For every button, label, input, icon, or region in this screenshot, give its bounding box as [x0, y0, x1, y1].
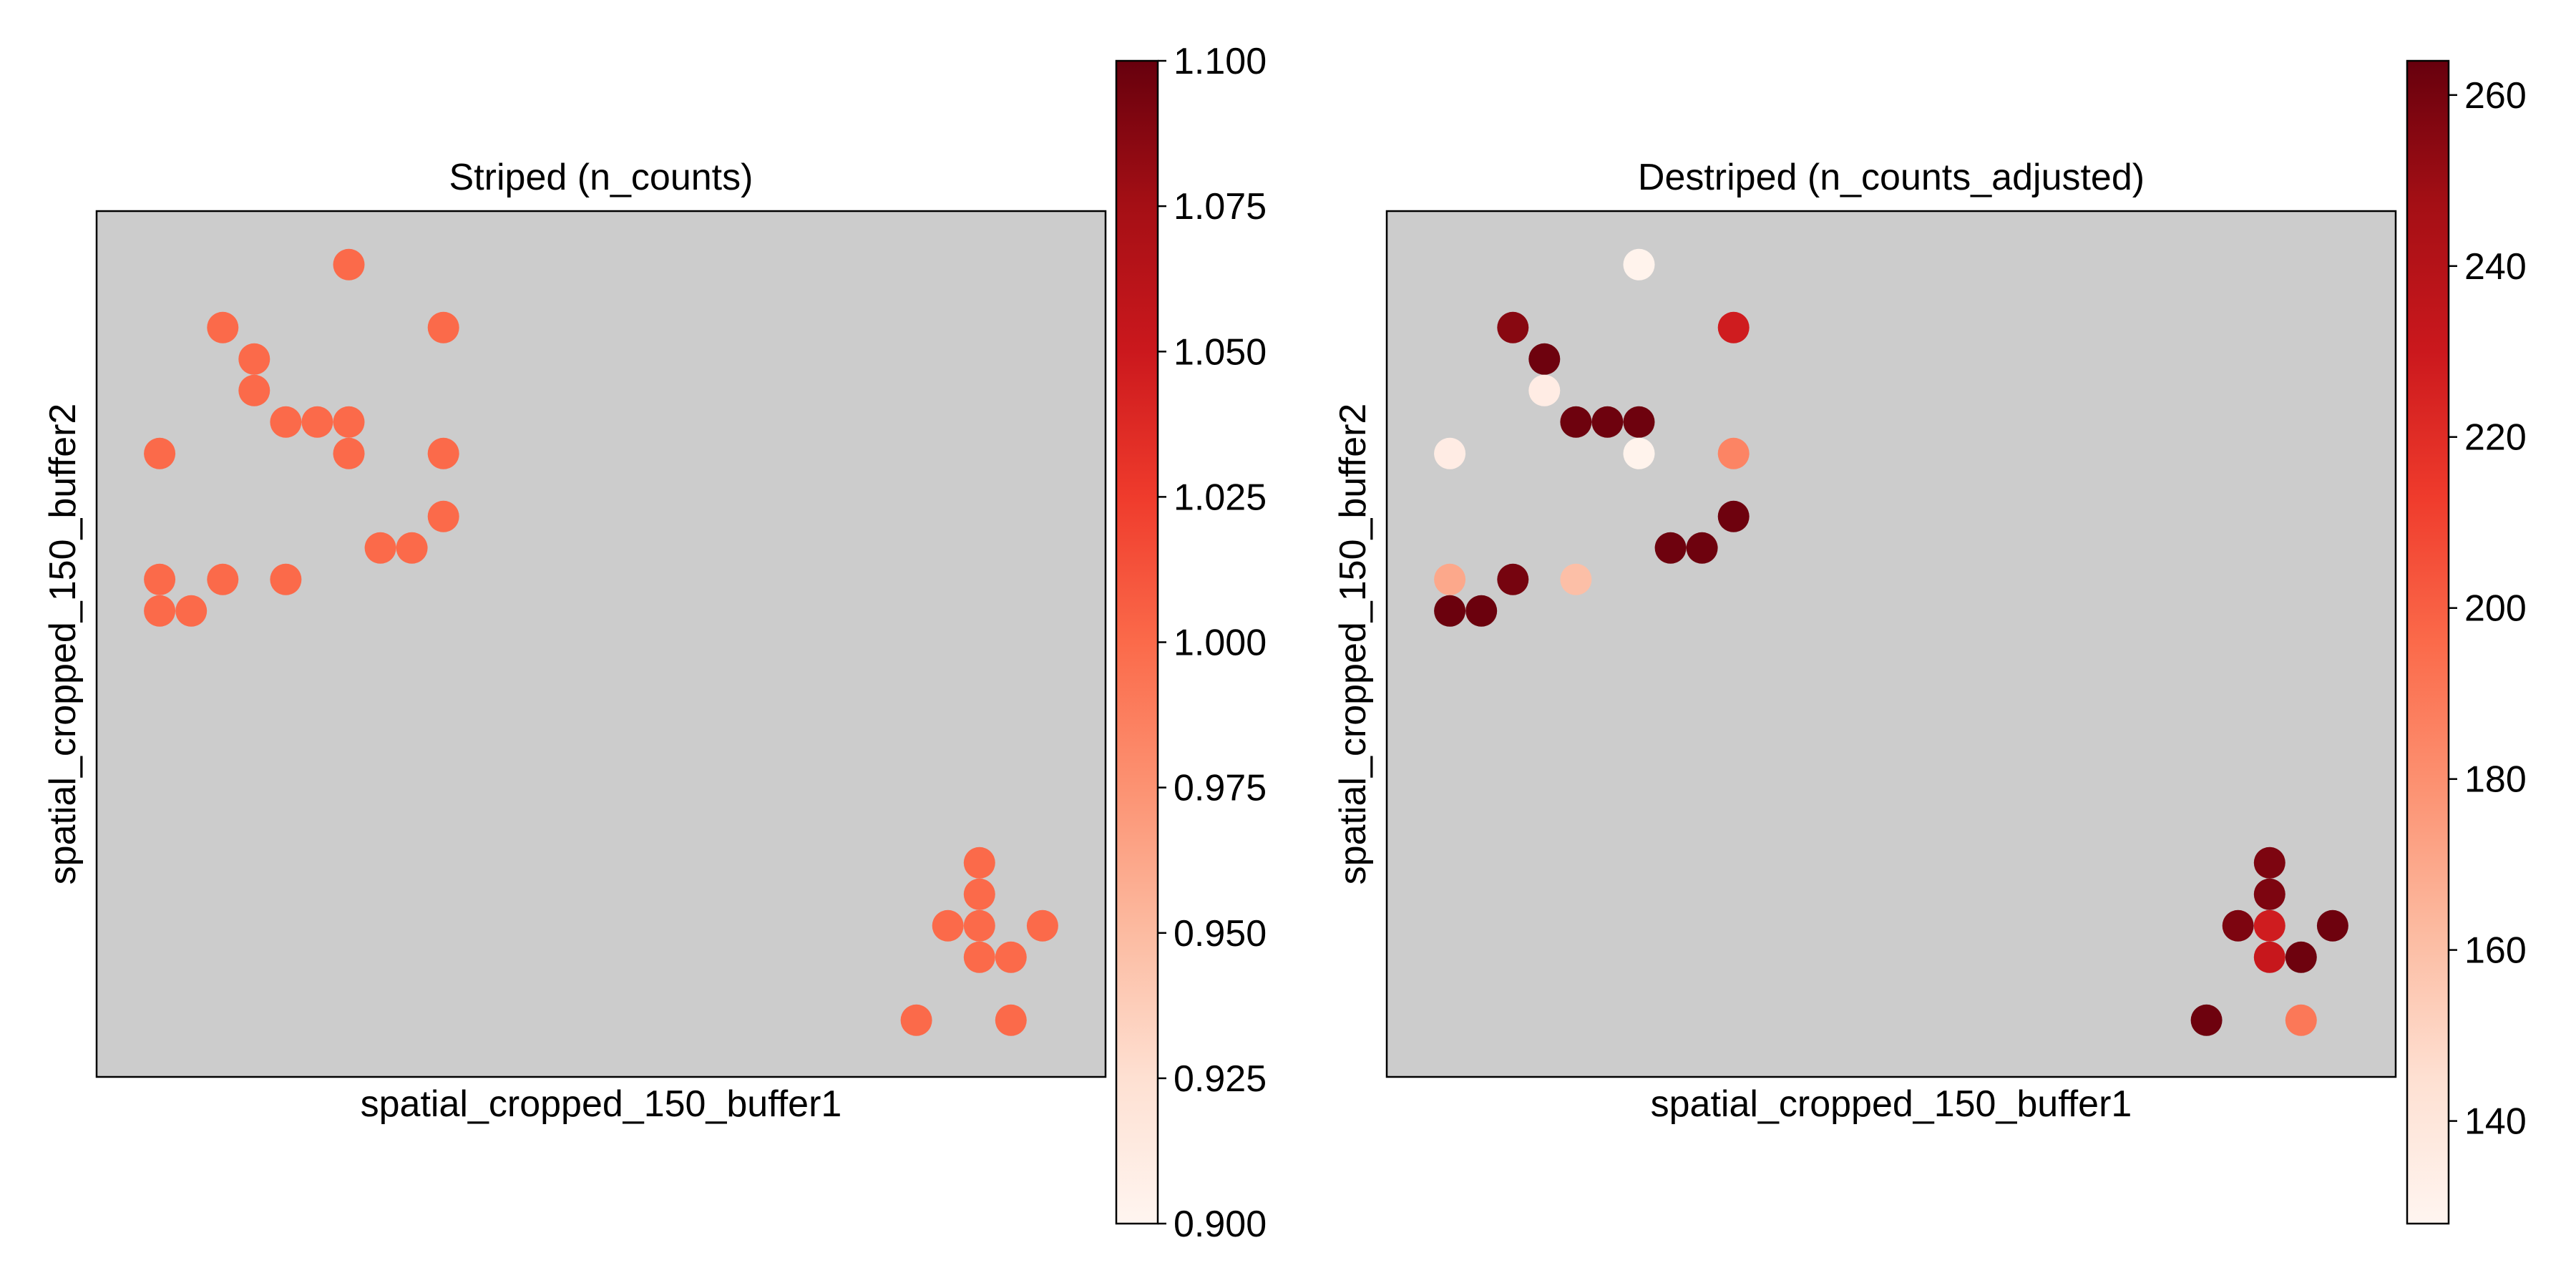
- colorbar-tick-label: 0.975: [1174, 768, 1267, 809]
- scatter-point-16: [1560, 563, 1592, 595]
- scatter-point-15: [1497, 563, 1529, 595]
- scatter-point-6: [1591, 406, 1624, 438]
- scatter-point-13: [396, 532, 428, 564]
- scatter-point-14: [144, 563, 176, 595]
- scatter-point-9: [333, 437, 365, 469]
- scatter-point-8: [144, 437, 176, 469]
- scatter-point-2: [427, 311, 459, 343]
- colorbar-tick-label: 1.100: [1174, 41, 1267, 82]
- y-axis-label: spatial_cropped_150_buffer2: [42, 404, 84, 885]
- scatter-point-7: [333, 406, 365, 438]
- scatter-point-16: [270, 563, 302, 595]
- colorbar-tick-label: 240: [2464, 246, 2527, 288]
- scatter-point-25: [995, 941, 1027, 973]
- panel-title: Destriped (n_counts_adjusted): [1638, 157, 2145, 198]
- colorbar-tick-label: 1.050: [1174, 331, 1267, 373]
- colorbar: [1115, 59, 1159, 1225]
- plot-area: [1385, 210, 2397, 1078]
- scatter-point-20: [2253, 878, 2285, 910]
- colorbar-tick-label: 0.925: [1174, 1058, 1267, 1100]
- scatter-point-26: [900, 1004, 932, 1036]
- scatter-point-25: [2285, 941, 2317, 973]
- colorbar-tick-label: 1.075: [1174, 186, 1267, 228]
- colorbar-tick-label: 260: [2464, 75, 2527, 117]
- scatter-point-21: [2222, 909, 2254, 942]
- scatter-point-7: [1623, 406, 1655, 438]
- scatter-point-17: [1434, 595, 1466, 627]
- plot-area: [95, 210, 1107, 1078]
- colorbar-tick-label: 0.900: [1174, 1204, 1267, 1245]
- scatter-point-21: [932, 909, 964, 942]
- scatter-point-22: [963, 909, 995, 942]
- scatter-point-0: [333, 248, 365, 280]
- scatter-point-14: [1434, 563, 1466, 595]
- panel-striped: Striped (n_counts) spatial_cropped_150_b…: [42, 41, 1267, 1245]
- scatter-point-19: [2253, 847, 2285, 879]
- scatter-point-5: [1560, 406, 1592, 438]
- scatter-point-24: [963, 941, 995, 973]
- scatter-point-12: [364, 532, 396, 564]
- scatter-point-2: [1717, 311, 1750, 343]
- scatter-point-12: [1654, 532, 1687, 564]
- scatter-point-3: [1528, 343, 1561, 375]
- colorbar-tick-label: 140: [2464, 1101, 2527, 1143]
- colorbar-tick-label: 200: [2464, 588, 2527, 630]
- colorbar-tick-label: 220: [2464, 417, 2527, 459]
- scatter-point-11: [427, 500, 459, 532]
- colorbar-tick-label: 1.025: [1174, 477, 1267, 518]
- scatter-point-9: [1623, 437, 1655, 469]
- scatter-point-27: [2285, 1004, 2317, 1036]
- scatter-point-18: [1465, 595, 1498, 627]
- colorbar-ticks: 140 160 180 200 220 240 260: [2449, 75, 2527, 1143]
- scatter-point-15: [207, 563, 239, 595]
- scatter-point-3: [238, 343, 270, 375]
- colorbar-tick-label: 180: [2464, 759, 2527, 801]
- scatter-point-19: [963, 847, 995, 879]
- scatter-point-4: [1528, 374, 1561, 406]
- colorbar-tick-label: 160: [2464, 930, 2527, 972]
- scatter-point-5: [270, 406, 302, 438]
- scatter-point-10: [1717, 437, 1750, 469]
- scatter-point-27: [995, 1004, 1027, 1036]
- scatter-point-8: [1434, 437, 1466, 469]
- scatter-point-24: [2253, 941, 2285, 973]
- scatter-point-1: [1497, 311, 1529, 343]
- scatter-point-0: [1623, 248, 1655, 280]
- scatter-points: [144, 248, 1058, 1036]
- scatter-point-11: [1717, 500, 1750, 532]
- scatter-point-1: [207, 311, 239, 343]
- x-axis-label: spatial_cropped_150_buffer1: [1651, 1083, 2132, 1125]
- colorbar-tick-label: 0.950: [1174, 913, 1267, 955]
- panel-title: Striped (n_counts): [449, 157, 753, 198]
- scatter-point-20: [963, 878, 995, 910]
- scatter-point-22: [2253, 909, 2285, 942]
- scatter-point-18: [175, 595, 208, 627]
- y-axis-label: spatial_cropped_150_buffer2: [1332, 404, 1374, 885]
- x-axis-label: spatial_cropped_150_buffer1: [361, 1083, 842, 1125]
- scatter-points: [1434, 248, 2348, 1036]
- scatter-point-26: [2190, 1004, 2223, 1036]
- scatter-point-6: [301, 406, 333, 438]
- colorbar-ticks: 0.900 0.925 0.950 0.975 1.000 1.025 1.050 1.075…: [1158, 41, 1267, 1245]
- colorbar-tick-label: 1.000: [1174, 623, 1267, 664]
- colorbar: [2406, 59, 2450, 1225]
- scatter-point-23: [1026, 909, 1058, 942]
- scatter-point-17: [144, 595, 176, 627]
- panel-destriped: Destriped (n_counts_adjusted) spatial_cr…: [1332, 59, 2527, 1225]
- scatter-point-23: [2316, 909, 2348, 942]
- scatter-point-4: [238, 374, 270, 406]
- scatter-point-10: [427, 437, 459, 469]
- scatter-point-13: [1686, 532, 1718, 564]
